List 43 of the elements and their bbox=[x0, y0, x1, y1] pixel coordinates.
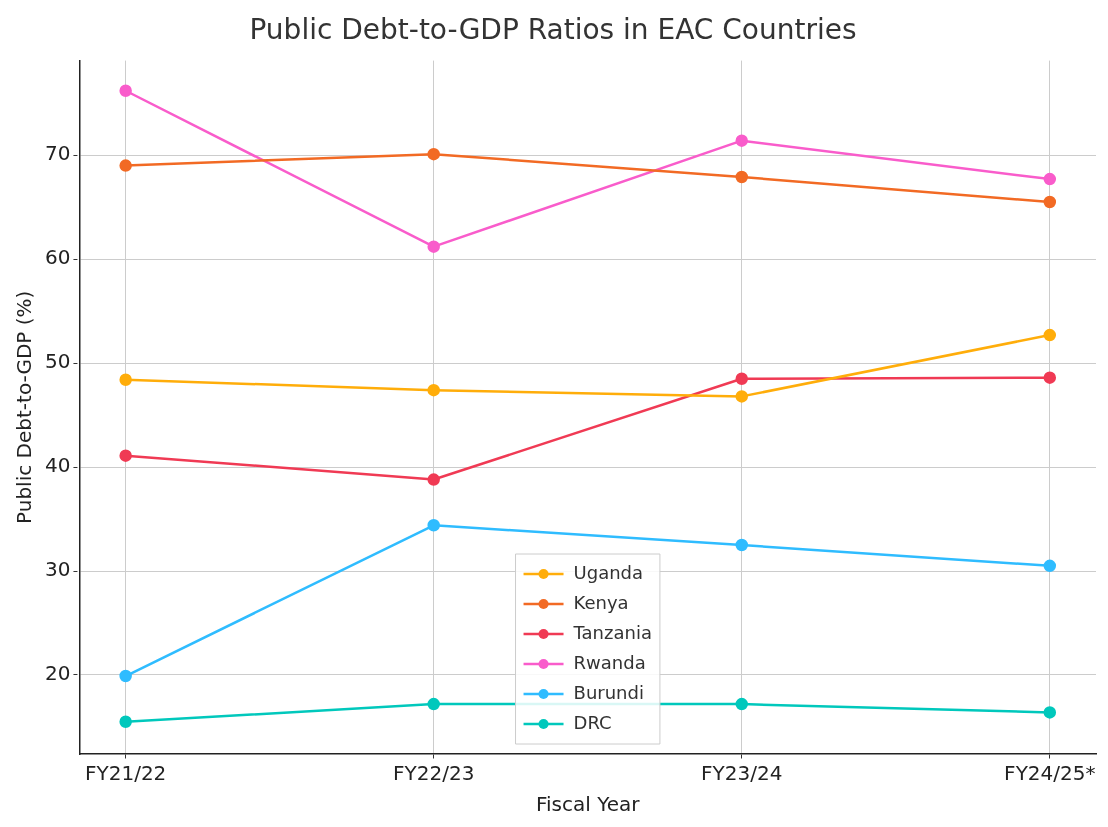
y-tick-label: 50 bbox=[45, 349, 71, 374]
x-tick-label: FY22/23 bbox=[393, 761, 475, 786]
x-tick-label: FY21/22 bbox=[84, 761, 167, 786]
point bbox=[119, 449, 132, 462]
legend-label: Burundi bbox=[573, 681, 644, 703]
point bbox=[427, 383, 440, 397]
point bbox=[1043, 371, 1057, 384]
x-tick-label: FY23/24 bbox=[701, 761, 783, 786]
point bbox=[119, 373, 132, 386]
point bbox=[1043, 559, 1057, 573]
x-tick-label: FY24/25* bbox=[1004, 761, 1096, 786]
point bbox=[119, 159, 132, 172]
point bbox=[735, 134, 748, 147]
point bbox=[427, 147, 440, 161]
y-axis-title: Public Debt-to-GDP (%) bbox=[12, 290, 37, 524]
legend-label: Rwanda bbox=[573, 651, 646, 673]
point bbox=[1043, 172, 1057, 186]
y-tick-label: 60 bbox=[45, 245, 71, 270]
point bbox=[735, 390, 748, 403]
legend-label: Uganda bbox=[573, 561, 644, 583]
point bbox=[119, 84, 132, 97]
y-tick-label: 30 bbox=[45, 557, 71, 582]
point bbox=[427, 473, 440, 486]
point bbox=[427, 240, 440, 253]
legend-label: DRC bbox=[573, 711, 612, 733]
point bbox=[427, 519, 440, 532]
y-tick-label: 70 bbox=[45, 141, 71, 166]
point bbox=[1043, 195, 1057, 209]
chart-title: Public Debt-to-GDP Ratios in EAC Countries bbox=[249, 13, 857, 47]
legend-label: Tanzania bbox=[572, 621, 652, 643]
y-tick-label: 40 bbox=[45, 453, 71, 478]
point bbox=[1043, 706, 1057, 719]
point bbox=[427, 697, 440, 711]
point bbox=[735, 538, 748, 552]
point bbox=[1043, 328, 1057, 342]
point bbox=[735, 697, 748, 711]
point bbox=[119, 715, 132, 729]
point bbox=[119, 669, 132, 683]
y-tick-label: 20 bbox=[45, 661, 71, 686]
point bbox=[735, 170, 748, 184]
legend-label: Kenya bbox=[573, 591, 629, 613]
x-axis-title: Fiscal Year bbox=[535, 792, 641, 817]
point bbox=[735, 372, 748, 385]
